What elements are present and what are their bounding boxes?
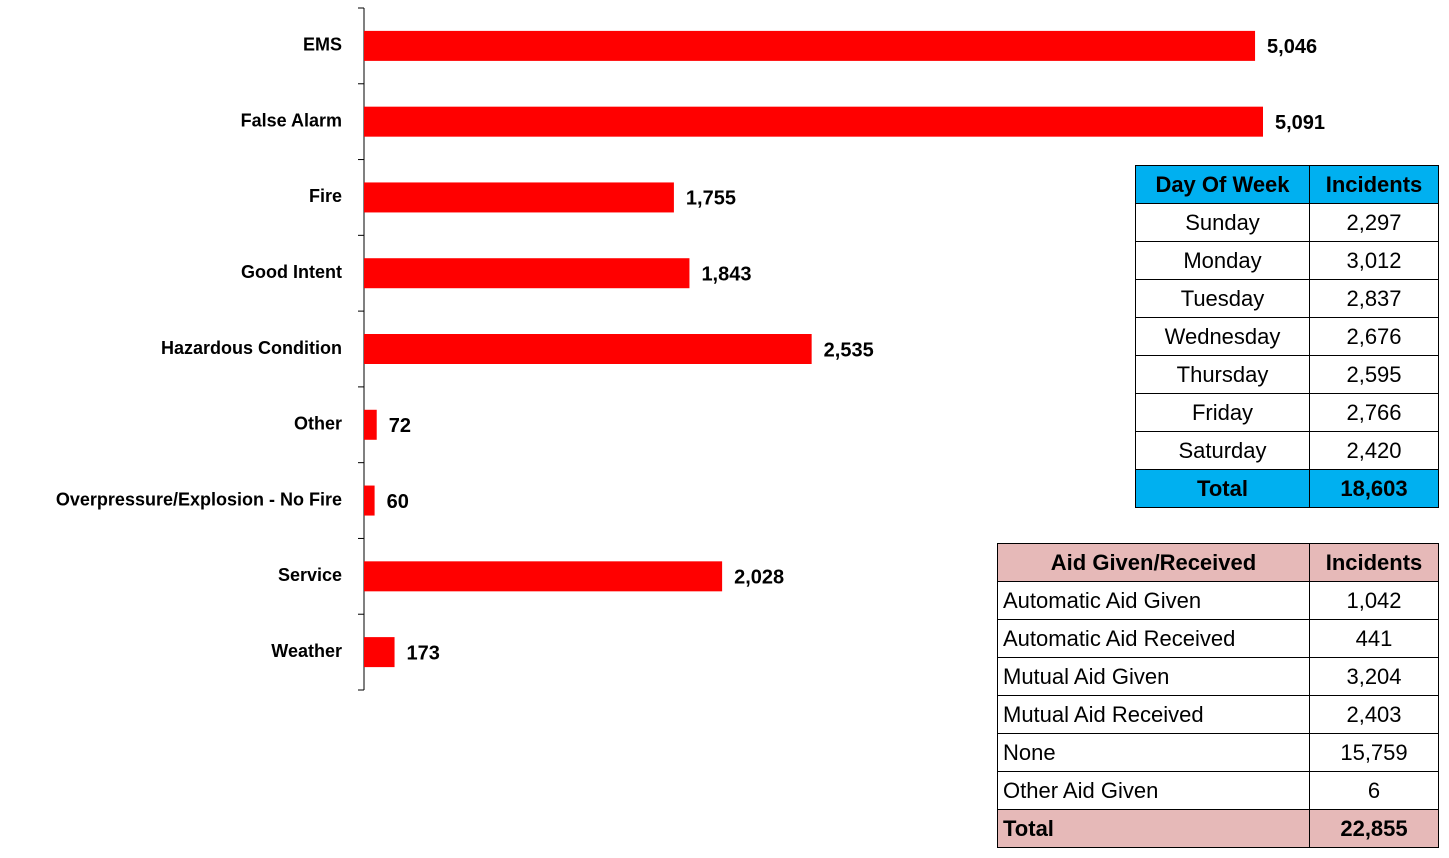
cell: 1,042 — [1309, 581, 1439, 620]
value-label: 5,091 — [1275, 112, 1325, 134]
bar — [364, 561, 723, 592]
row: Monday 3,012 — [1135, 241, 1439, 280]
cell: 2,676 — [1309, 317, 1439, 356]
cell: 2,766 — [1309, 393, 1439, 432]
cell: Sunday — [1135, 203, 1310, 242]
bar — [364, 485, 375, 516]
header-row: Aid Given/Received Incidents — [997, 543, 1439, 582]
cell: Incidents — [1309, 543, 1439, 582]
total-row: Total 18,603 — [1135, 469, 1439, 508]
cell: Incidents — [1309, 165, 1439, 204]
bar — [364, 409, 377, 440]
bar — [364, 637, 395, 668]
category-label: Good Intent — [241, 262, 342, 282]
cell: 2,837 — [1309, 279, 1439, 318]
row: Other Aid Given 6 — [997, 771, 1439, 810]
row: Friday 2,766 — [1135, 393, 1439, 432]
value-label: 2,028 — [734, 567, 784, 589]
value-label: 2,535 — [824, 339, 874, 361]
cell: 3,012 — [1309, 241, 1439, 280]
row: Automatic Aid Received 441 — [997, 619, 1439, 658]
row: Thursday 2,595 — [1135, 355, 1439, 394]
cell: Automatic Aid Given — [997, 581, 1310, 620]
bar — [364, 258, 690, 289]
category-label: Weather — [271, 641, 342, 661]
cell: None — [997, 733, 1310, 772]
value-label: 72 — [389, 415, 411, 437]
bar — [364, 334, 812, 364]
cell: 18,603 — [1309, 469, 1439, 508]
value-label: 1,843 — [701, 264, 751, 286]
cell: 2,403 — [1309, 695, 1439, 734]
cell: Total — [1135, 469, 1310, 508]
total-row: Total 22,855 — [997, 809, 1439, 848]
cell: 15,759 — [1309, 733, 1439, 772]
category-label: Overpressure/Explosion - No Fire — [56, 489, 342, 509]
cell: Mutual Aid Given — [997, 657, 1310, 696]
bar — [364, 182, 674, 213]
header-row: Day Of Week Incidents — [1135, 165, 1439, 204]
cell: 2,297 — [1309, 203, 1439, 242]
row: Tuesday 2,837 — [1135, 279, 1439, 318]
cell: Day Of Week — [1135, 165, 1310, 204]
category-label: Service — [278, 565, 342, 585]
row: Sunday 2,297 — [1135, 203, 1439, 242]
cell: Saturday — [1135, 431, 1310, 470]
category-label: EMS — [303, 35, 342, 55]
cell: 3,204 — [1309, 657, 1439, 696]
value-label: 5,046 — [1267, 36, 1317, 58]
cell: Monday — [1135, 241, 1310, 280]
category-label: False Alarm — [241, 110, 342, 130]
table: Aid Given/Received Incidents Automatic Aid… — [997, 543, 1439, 848]
row: Mutual Aid Given 3,204 — [997, 657, 1439, 696]
cell: Mutual Aid Received — [997, 695, 1310, 734]
cell: 22,855 — [1309, 809, 1439, 848]
row: None 15,759 — [997, 733, 1439, 772]
table: Day Of Week Incidents Sunday 2,297 Monday 3,0… — [1135, 165, 1439, 508]
category-label: Hazardous Condition — [161, 338, 342, 358]
category-label: Fire — [309, 186, 342, 206]
row: Wednesday 2,676 — [1135, 317, 1439, 356]
value-label: 173 — [407, 642, 440, 664]
cell: Aid Given/Received — [997, 543, 1310, 582]
cell: Friday — [1135, 393, 1310, 432]
bar — [364, 106, 1263, 137]
cell: 441 — [1309, 619, 1439, 658]
row: Saturday 2,420 — [1135, 431, 1439, 470]
value-label: 1,755 — [686, 188, 736, 210]
bar — [364, 30, 1256, 61]
cell: 2,420 — [1309, 431, 1439, 470]
cell: Total — [997, 809, 1310, 848]
cell: 2,595 — [1309, 355, 1439, 394]
value-label: 60 — [387, 491, 409, 513]
cell: Other Aid Given — [997, 771, 1310, 810]
category-label: Other — [294, 414, 342, 434]
cell: Automatic Aid Received — [997, 619, 1310, 658]
row: Automatic Aid Given 1,042 — [997, 581, 1439, 620]
cell: Wednesday — [1135, 317, 1310, 356]
cell: 6 — [1309, 771, 1439, 810]
row: Mutual Aid Received 2,403 — [997, 695, 1439, 734]
cell: Tuesday — [1135, 279, 1310, 318]
cell: Thursday — [1135, 355, 1310, 394]
